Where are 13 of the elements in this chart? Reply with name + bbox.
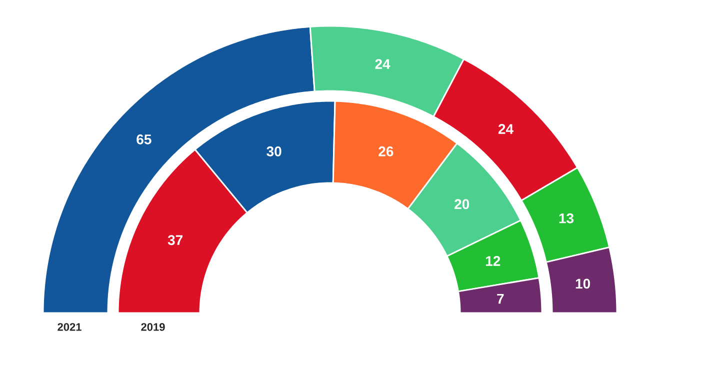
data-label: 65 bbox=[136, 134, 152, 144]
data-label: 12 bbox=[486, 256, 500, 266]
data-label: 20 bbox=[454, 199, 470, 210]
data-label: 30 bbox=[266, 146, 282, 156]
data-label: 13 bbox=[559, 213, 574, 224]
data-label: 37 bbox=[168, 235, 182, 246]
data-label: 10 bbox=[576, 278, 590, 289]
data-label: 7 bbox=[497, 294, 504, 304]
data-label: 24 bbox=[498, 124, 514, 134]
text: 2021 bbox=[58, 323, 82, 331]
text: 2019 bbox=[141, 323, 165, 331]
data-label: 26 bbox=[378, 146, 394, 156]
data-label: 24 bbox=[375, 59, 390, 69]
